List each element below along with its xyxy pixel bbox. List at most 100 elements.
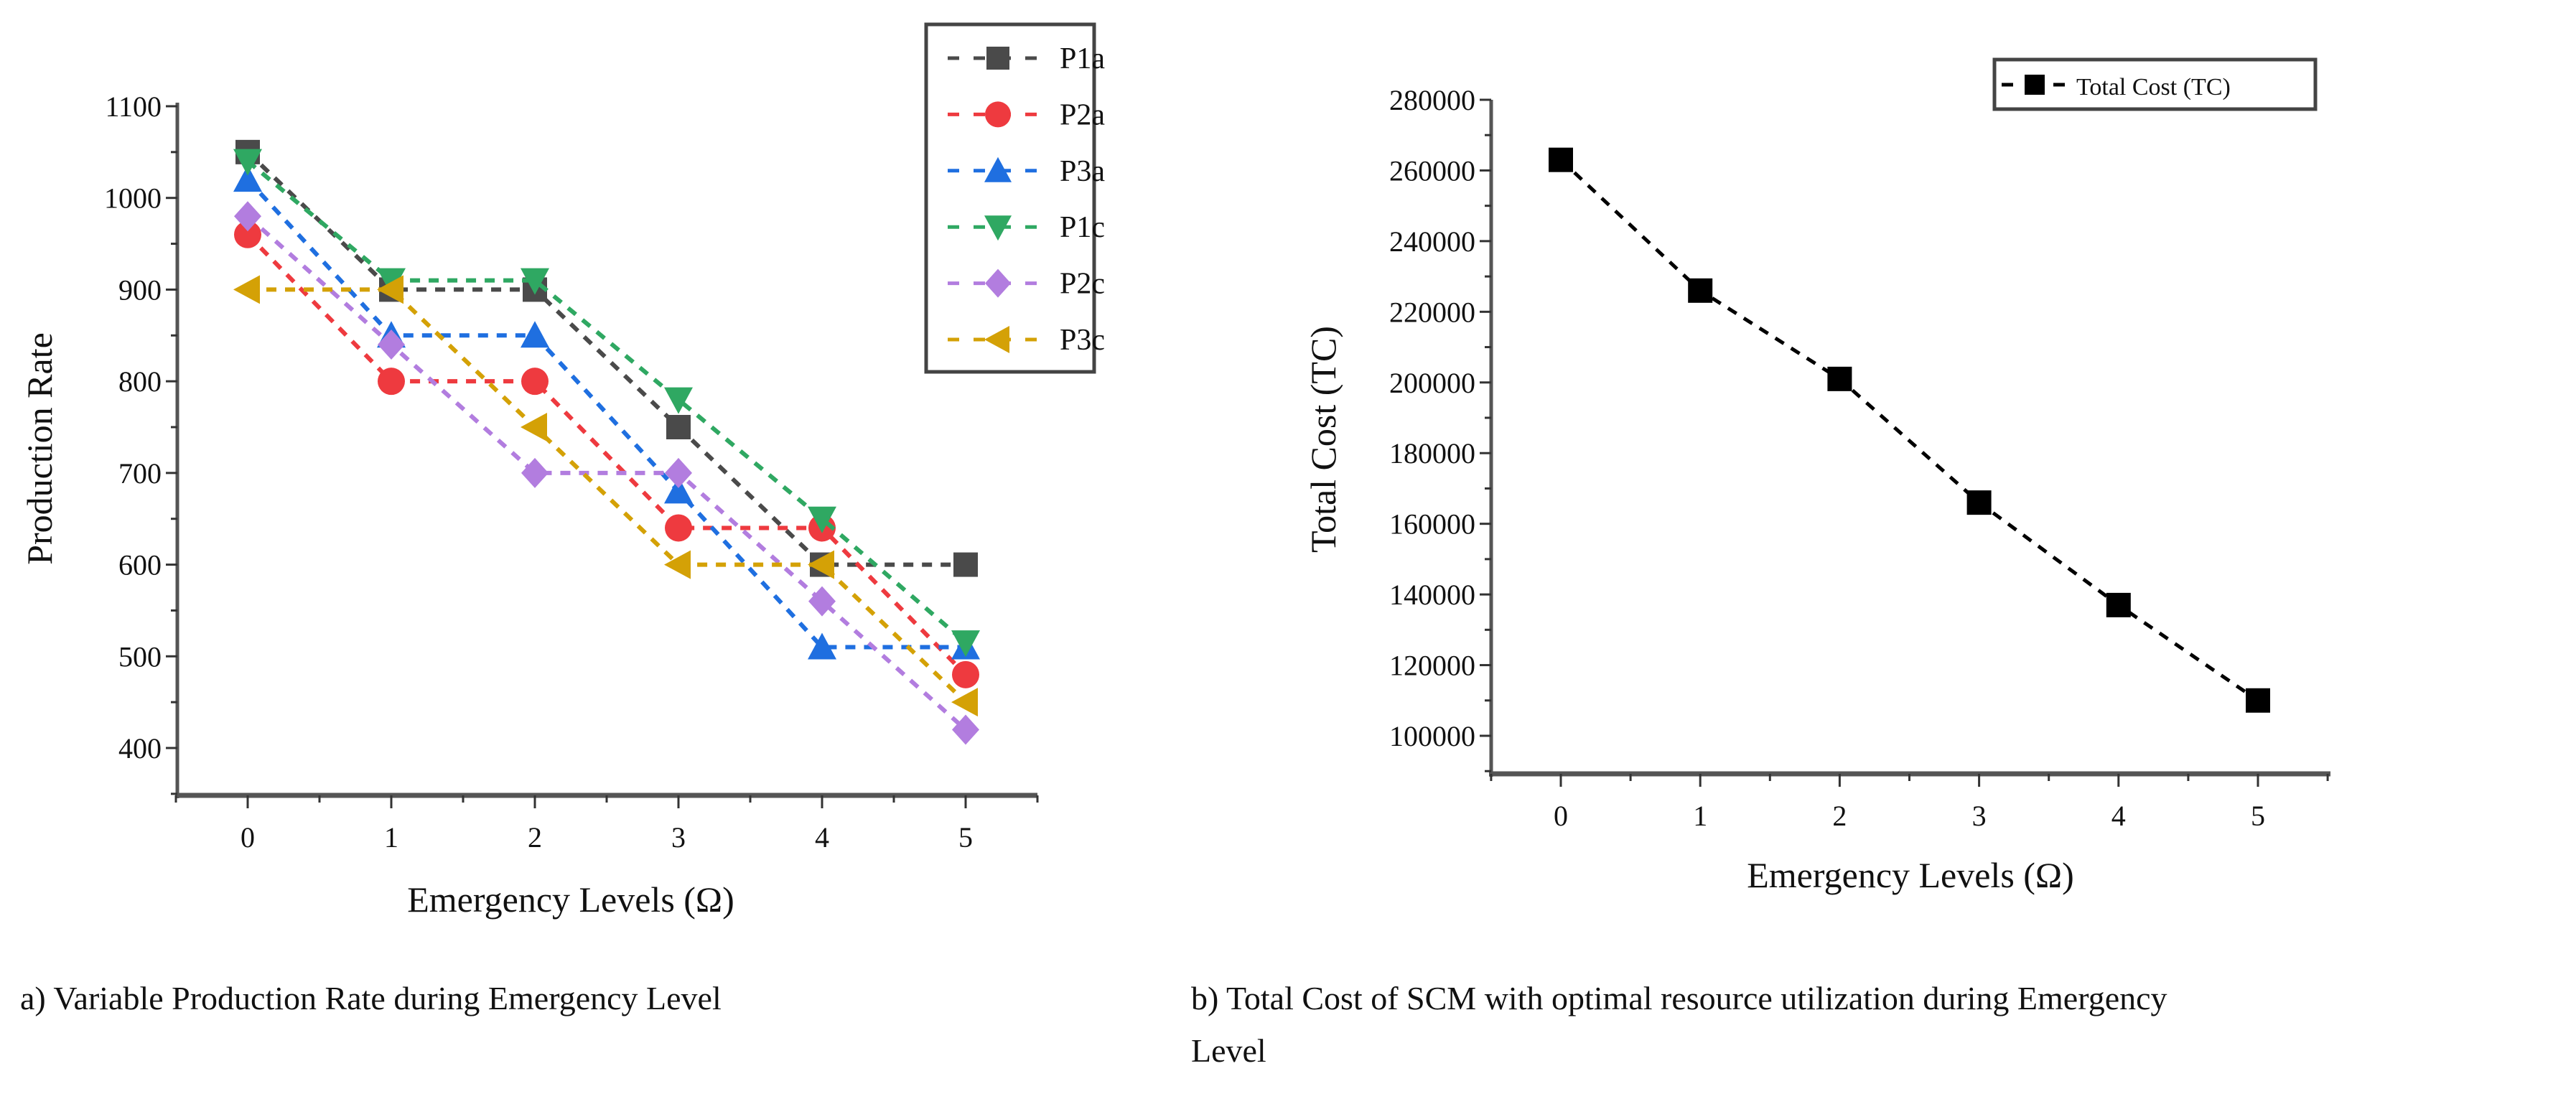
x-tick-label: 1 [384, 821, 398, 854]
y-tick-label: 260000 [1389, 154, 1475, 187]
data-point [233, 275, 260, 304]
series-line [246, 215, 967, 731]
y-tick-label: 120000 [1389, 650, 1475, 682]
chart-production-rate: 0 1 2 3 4 5 400 500 600 700 800 900 1000 1100 Emergenc… [19, 22, 1105, 920]
data-point [1827, 366, 1852, 391]
legend-marker [984, 326, 1009, 353]
data-point [953, 552, 978, 577]
y-tick-label: 180000 [1389, 437, 1475, 469]
data-point [808, 632, 836, 660]
y-tick-label: 900 [118, 274, 162, 306]
legend-label: P2c [1060, 268, 1105, 301]
x-tick-label: 0 [241, 821, 255, 854]
series-p2c [234, 201, 979, 745]
data-point [521, 457, 549, 488]
legend-marker [985, 268, 1011, 298]
y-tick-label: 500 [118, 640, 162, 673]
legend-item: P2a [948, 98, 1105, 131]
legend-label: Total Cost (TC) [2076, 74, 2231, 100]
legend-item: P1a [948, 42, 1105, 75]
x-tick-label: 5 [2251, 800, 2265, 832]
data-point [666, 415, 691, 439]
data-point [808, 550, 834, 579]
legend: Total Cost (TC) [1992, 57, 2318, 111]
y-tick-label: 400 [118, 732, 162, 765]
y-tick-label: 140000 [1389, 579, 1475, 611]
y-tick-label: 600 [118, 549, 162, 581]
series-line [246, 178, 966, 650]
x-tick-label: 3 [1972, 800, 1987, 832]
legend-item: P2c [948, 268, 1105, 301]
legend-label: P3c [1060, 324, 1105, 357]
caption-b-line1: b) Total Cost of SCM with optimal resour… [1191, 980, 2167, 1016]
data-point [808, 506, 836, 533]
x-axis-title: Emergency Levels (Ω) [1747, 855, 2074, 895]
y-tick-label: 160000 [1389, 508, 1475, 541]
chart-total-cost: 0 1 2 3 4 5 100000 120000 140000 160000 180000 2000… [1303, 57, 2330, 895]
data-point [521, 413, 547, 441]
x-tick-label: 2 [1832, 800, 1847, 832]
y-tick-label: 700 [118, 457, 162, 490]
y-tick-label: 240000 [1389, 225, 1475, 258]
y-tick-label: 220000 [1389, 296, 1475, 328]
series-p1a [235, 139, 978, 577]
legend-marker [984, 156, 1012, 182]
y-tick-label: 280000 [1389, 84, 1475, 116]
data-point [2246, 688, 2270, 713]
y-tick-label: 800 [118, 365, 162, 398]
legend-item: P3a [948, 155, 1105, 188]
data-point [233, 149, 262, 176]
legend-marker [985, 101, 1011, 128]
caption-a: a) Variable Production Rate during Emerg… [20, 980, 722, 1016]
x-tick-label: 2 [528, 821, 542, 854]
legend-label: P1c [1060, 211, 1105, 244]
y-tick-label: 100000 [1389, 720, 1475, 752]
data-point [521, 368, 549, 396]
x-tick-label: 4 [815, 821, 829, 854]
data-point [664, 387, 693, 414]
data-point [377, 275, 403, 304]
data-point [951, 688, 978, 717]
series-line [246, 159, 967, 645]
y-axis-title: Production Rate [19, 332, 60, 565]
data-point [952, 660, 979, 688]
data-point [521, 268, 549, 295]
legend-marker [984, 215, 1012, 241]
data-point [664, 477, 693, 504]
data-point [1688, 278, 1713, 303]
series-p3c [233, 275, 978, 717]
data-point [2106, 592, 2131, 617]
data-point [378, 368, 405, 396]
x-tick-label: 0 [1554, 800, 1568, 832]
legend-item: P3c [948, 324, 1105, 357]
legend-item: Total Cost (TC) [2002, 74, 2231, 100]
data-point [664, 550, 691, 579]
series-line [246, 233, 968, 676]
y-tick-label: 1000 [104, 182, 162, 215]
series-line [1559, 158, 2259, 702]
caption-b-line2: Level [1191, 1032, 1266, 1069]
legend-label: P2a [1060, 98, 1105, 131]
x-tick-label: 1 [1693, 800, 1707, 832]
data-point [1966, 490, 1992, 515]
data-point [234, 201, 261, 232]
series-line [248, 287, 968, 704]
series-p3a [233, 165, 980, 660]
data-point [951, 630, 980, 658]
legend-marker [986, 47, 1009, 70]
legend-label: P3a [1060, 155, 1105, 188]
x-axis-title: Emergency Levels (Ω) [407, 879, 734, 920]
data-point [377, 268, 406, 295]
series-p2a [234, 220, 979, 688]
data-point [378, 329, 405, 360]
series-p1c [233, 149, 980, 658]
data-point [234, 220, 261, 248]
x-tick-label: 3 [671, 821, 686, 854]
legend: P1a P2a P3a P1c P2c P3c [924, 22, 1105, 374]
y-tick-label: 200000 [1389, 367, 1475, 399]
legend-marker [2025, 75, 2045, 95]
y-tick-label: 1100 [105, 90, 162, 123]
data-point [1549, 147, 1573, 172]
series-line [246, 150, 966, 567]
